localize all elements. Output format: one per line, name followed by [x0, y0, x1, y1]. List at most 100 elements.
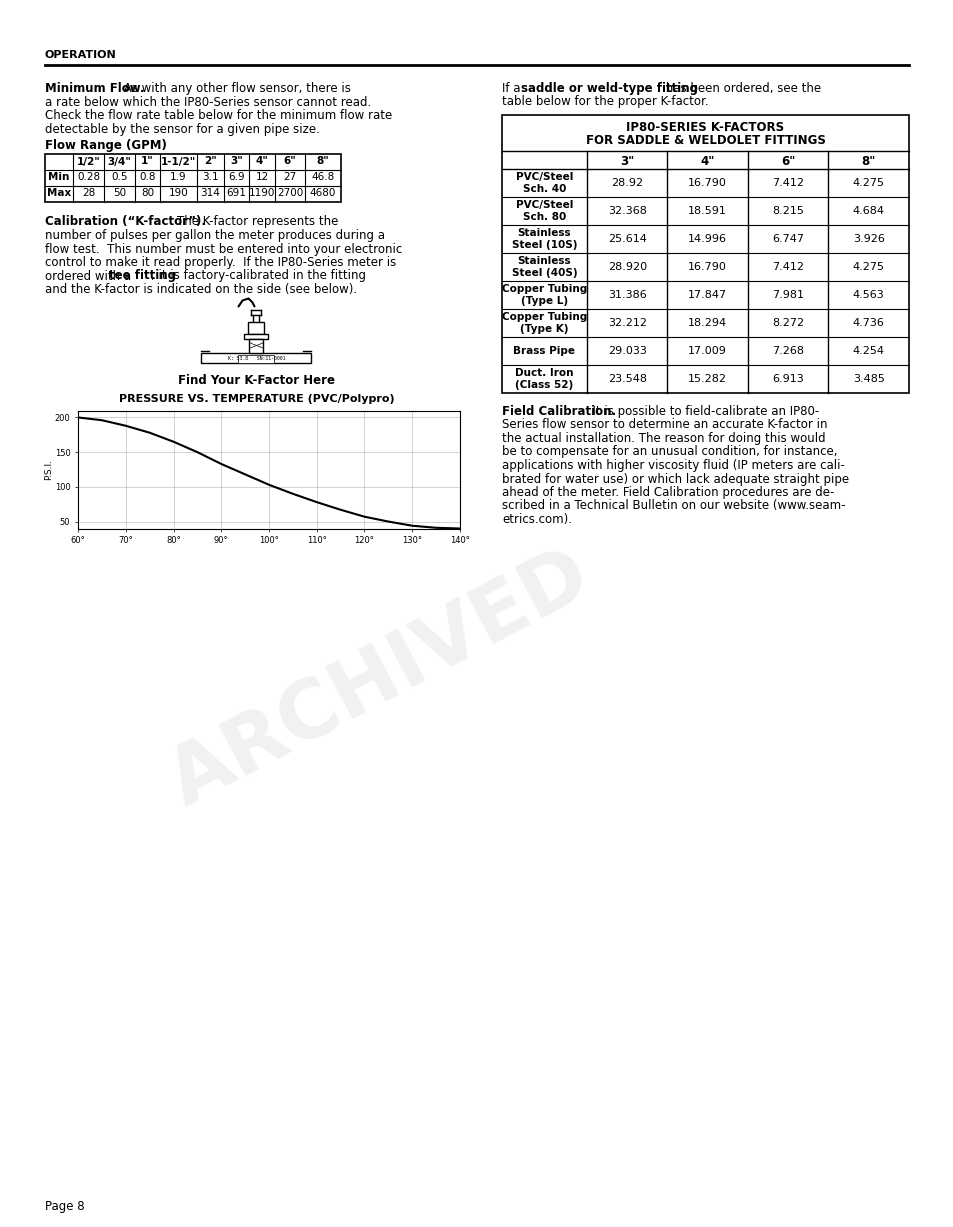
- Text: ordered with a: ordered with a: [45, 270, 134, 282]
- Text: Brass Pipe: Brass Pipe: [513, 346, 575, 356]
- Y-axis label: P.S.I.: P.S.I.: [44, 459, 53, 480]
- Text: PVC/Steel
Sch. 80: PVC/Steel Sch. 80: [516, 200, 573, 222]
- Text: 80: 80: [141, 189, 153, 199]
- Text: 28: 28: [82, 189, 95, 199]
- Text: has been ordered, see the: has been ordered, see the: [661, 82, 821, 94]
- Text: 8": 8": [316, 157, 329, 167]
- Bar: [244, 334, 268, 339]
- Text: 46.8: 46.8: [311, 173, 335, 183]
- Text: 4.736: 4.736: [852, 318, 883, 328]
- Text: 31.386: 31.386: [607, 290, 646, 299]
- Text: and the K-factor is indicated on the side (see below).: and the K-factor is indicated on the sid…: [45, 283, 356, 296]
- Text: 1/2": 1/2": [76, 157, 100, 167]
- Text: Field Calibration.: Field Calibration.: [501, 405, 616, 418]
- Text: PVC/Steel
Sch. 40: PVC/Steel Sch. 40: [516, 172, 573, 194]
- Text: Copper Tubing
(Type K): Copper Tubing (Type K): [501, 312, 586, 334]
- Text: 4": 4": [700, 155, 714, 168]
- Text: 0.5: 0.5: [112, 173, 128, 183]
- Text: Calibration (“K-factor”).: Calibration (“K-factor”).: [45, 216, 206, 228]
- Text: 7.981: 7.981: [771, 290, 803, 299]
- Text: 28.92: 28.92: [611, 178, 642, 188]
- Text: 1-1/2": 1-1/2": [161, 157, 196, 167]
- Text: scribed in a Technical Bulletin on our website (www.seam-: scribed in a Technical Bulletin on our w…: [501, 499, 844, 513]
- Text: As with any other flow sensor, there is: As with any other flow sensor, there is: [120, 82, 351, 94]
- Text: 32.368: 32.368: [607, 206, 646, 216]
- Text: 6.747: 6.747: [771, 234, 803, 244]
- Text: the actual installation. The reason for doing this would: the actual installation. The reason for …: [501, 432, 824, 445]
- Text: 16.790: 16.790: [688, 263, 726, 272]
- Text: detectable by the sensor for a given pipe size.: detectable by the sensor for a given pip…: [45, 123, 319, 135]
- Text: Minimum Flow.: Minimum Flow.: [45, 82, 144, 94]
- Text: FOR SADDLE & WELDOLET FITTINGS: FOR SADDLE & WELDOLET FITTINGS: [585, 134, 824, 147]
- Text: 7.412: 7.412: [771, 178, 803, 188]
- Text: etrics.com).: etrics.com).: [501, 513, 572, 526]
- Text: 8.215: 8.215: [772, 206, 803, 216]
- Text: PRESSURE VS. TEMPERATURE (PVC/Polypro): PRESSURE VS. TEMPERATURE (PVC/Polypro): [118, 395, 394, 405]
- Text: 7.268: 7.268: [771, 346, 803, 356]
- Text: 25.614: 25.614: [607, 234, 646, 244]
- Text: 190: 190: [169, 189, 188, 199]
- Text: 18.294: 18.294: [687, 318, 726, 328]
- Bar: [45, 153, 340, 201]
- Text: 691: 691: [226, 189, 246, 199]
- Text: 3": 3": [230, 157, 243, 167]
- Text: 17.009: 17.009: [688, 346, 726, 356]
- Text: 28.920: 28.920: [607, 263, 646, 272]
- Text: flow test.  This number must be entered into your electronic: flow test. This number must be entered i…: [45, 243, 402, 255]
- Text: 1190: 1190: [249, 189, 274, 199]
- Text: Find Your K-Factor Here: Find Your K-Factor Here: [178, 374, 335, 388]
- Text: 6.913: 6.913: [772, 374, 803, 384]
- Text: 50: 50: [112, 189, 126, 199]
- Text: 1.9: 1.9: [170, 173, 187, 183]
- Bar: [501, 115, 908, 393]
- Text: 14.996: 14.996: [687, 234, 726, 244]
- Text: ahead of the meter. Field Calibration procedures are de-: ahead of the meter. Field Calibration pr…: [501, 486, 834, 499]
- Text: , it is factory-calibrated in the fitting: , it is factory-calibrated in the fittin…: [151, 270, 366, 282]
- Text: applications with higher viscosity fluid (IP meters are cali-: applications with higher viscosity fluid…: [501, 459, 844, 472]
- Text: 314: 314: [200, 189, 220, 199]
- Text: 23.548: 23.548: [607, 374, 646, 384]
- Text: Page 8: Page 8: [45, 1200, 85, 1214]
- Text: 3.1: 3.1: [202, 173, 218, 183]
- Text: 4680: 4680: [310, 189, 335, 199]
- Text: saddle or weld-type fitting: saddle or weld-type fitting: [520, 82, 698, 94]
- Text: 17.847: 17.847: [687, 290, 726, 299]
- Text: 32.212: 32.212: [607, 318, 646, 328]
- Text: Copper Tubing
(Type L): Copper Tubing (Type L): [501, 283, 586, 307]
- Text: 8": 8": [861, 155, 875, 168]
- Text: Duct. Iron
(Class 52): Duct. Iron (Class 52): [515, 368, 573, 390]
- Text: 3.485: 3.485: [852, 374, 883, 384]
- Text: brated for water use) or which lack adequate straight pipe: brated for water use) or which lack adeq…: [501, 472, 848, 486]
- Text: Flow Range (GPM): Flow Range (GPM): [45, 139, 167, 151]
- Text: 4.563: 4.563: [852, 290, 883, 299]
- Text: 4.254: 4.254: [852, 346, 883, 356]
- Text: Stainless
Steel (40S): Stainless Steel (40S): [511, 255, 577, 279]
- Text: 4.275: 4.275: [852, 178, 883, 188]
- Text: 12: 12: [255, 173, 269, 183]
- Text: 4.684: 4.684: [852, 206, 883, 216]
- Text: If a: If a: [501, 82, 524, 94]
- Text: 3/4": 3/4": [108, 157, 132, 167]
- Text: 4.275: 4.275: [852, 263, 883, 272]
- Text: It is possible to field-calibrate an IP80-: It is possible to field-calibrate an IP8…: [584, 405, 819, 418]
- Text: OPERATION: OPERATION: [45, 50, 116, 60]
- Bar: [238, 355, 274, 362]
- Text: tee fitting: tee fitting: [109, 270, 175, 282]
- Text: a rate below which the IP80-Series sensor cannot read.: a rate below which the IP80-Series senso…: [45, 96, 371, 108]
- Text: 18.591: 18.591: [688, 206, 726, 216]
- Text: 6.9: 6.9: [228, 173, 245, 183]
- Text: 6": 6": [283, 157, 296, 167]
- Text: ARCHIVED: ARCHIVED: [156, 536, 603, 823]
- Text: 3.926: 3.926: [852, 234, 883, 244]
- Text: The K-factor represents the: The K-factor represents the: [162, 216, 338, 228]
- Text: Series flow sensor to determine an accurate K-factor in: Series flow sensor to determine an accur…: [501, 418, 826, 432]
- Bar: [248, 321, 264, 334]
- Text: control to make it read properly.  If the IP80-Series meter is: control to make it read properly. If the…: [45, 256, 395, 269]
- Text: table below for the proper K-factor.: table below for the proper K-factor.: [501, 96, 708, 108]
- Text: 3": 3": [619, 155, 634, 168]
- Text: 4": 4": [255, 157, 268, 167]
- Text: 29.033: 29.033: [607, 346, 646, 356]
- Text: number of pulses per gallon the meter produces during a: number of pulses per gallon the meter pr…: [45, 229, 385, 242]
- Text: 2": 2": [204, 157, 216, 167]
- Text: 16.790: 16.790: [688, 178, 726, 188]
